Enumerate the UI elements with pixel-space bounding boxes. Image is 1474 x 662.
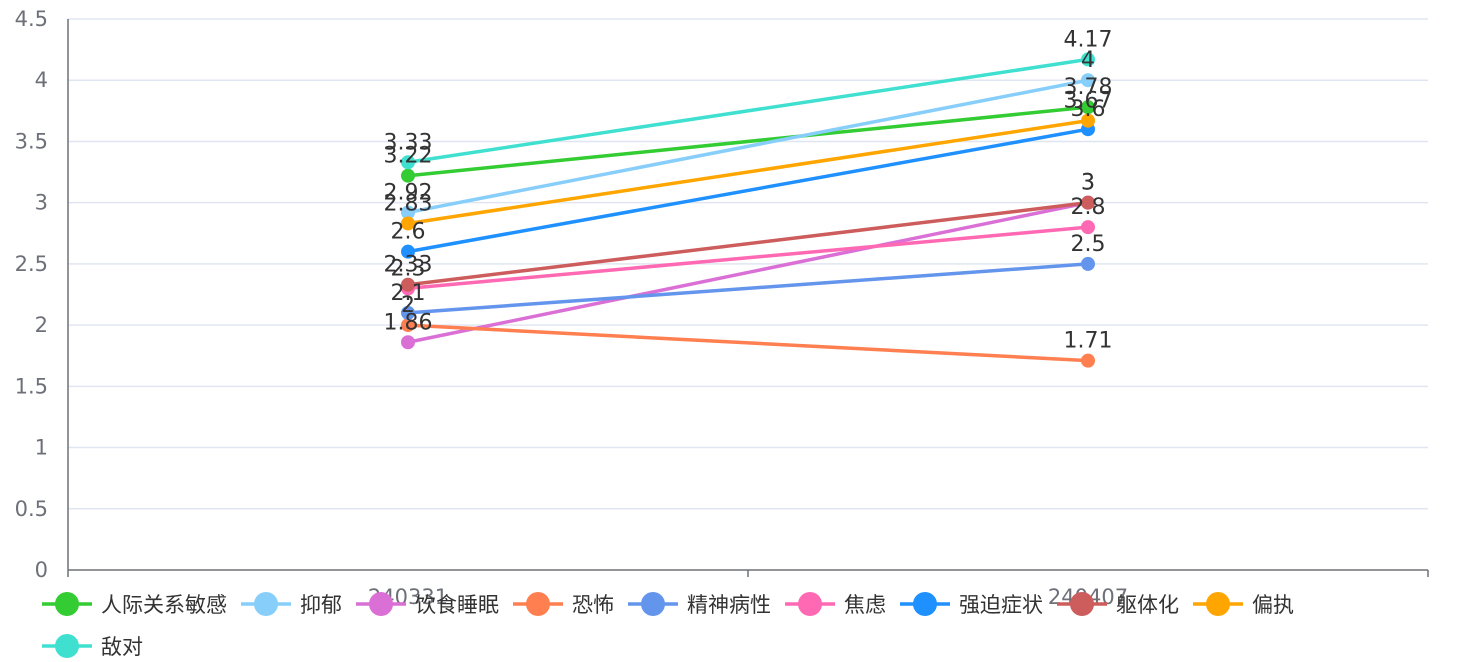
data-point[interactable]	[1081, 113, 1095, 128]
data-label: 3.33	[384, 130, 433, 155]
y-tick-label: 1	[35, 436, 48, 460]
legend-item[interactable]: 焦虑	[785, 592, 886, 617]
y-tick-label: 4.5	[15, 7, 48, 31]
legend-label: 强迫症状	[959, 593, 1043, 617]
data-point[interactable]	[401, 335, 415, 350]
legend-label: 躯体化	[1116, 593, 1179, 617]
data-point[interactable]	[1081, 52, 1095, 67]
y-tick-label: 2	[35, 313, 48, 337]
legend-item[interactable]: 躯体化	[1057, 592, 1179, 617]
data-label: 1.86	[384, 310, 433, 335]
legend-item[interactable]: 人际关系敏感	[42, 592, 227, 617]
legend-item[interactable]: 强迫症状	[900, 592, 1043, 617]
legend-label: 焦虑	[844, 593, 886, 617]
data-label: 3.6	[1071, 97, 1106, 122]
series-line	[407, 323, 1089, 363]
legend-item[interactable]: 偏执	[1193, 592, 1294, 617]
y-tick-label: 1.5	[15, 374, 48, 398]
data-label: 2.1	[391, 281, 426, 306]
data-label: 2	[401, 293, 415, 318]
legend-marker-icon	[55, 634, 79, 658]
data-label: 2.83	[384, 191, 433, 216]
data-label: 4	[1081, 48, 1095, 73]
legend-marker-icon	[641, 592, 665, 616]
series-line	[407, 105, 1089, 178]
y-tick-label: 4	[35, 68, 48, 92]
legend-item[interactable]: 饮食睡眠	[356, 592, 499, 617]
series-line	[407, 225, 1089, 291]
legend-marker-icon	[1070, 592, 1094, 616]
series-group	[401, 52, 1095, 368]
data-labels: 3.22 3.78 2.92 4 1.86 3 2 1.71 2.1 2.5 2.3 2.8 2.6 3.…	[384, 27, 1113, 353]
legend-item[interactable]: 抑郁	[241, 592, 342, 617]
data-label: 2.8	[1071, 195, 1106, 220]
data-point[interactable]	[1081, 353, 1095, 368]
legend-marker-icon	[526, 592, 550, 616]
y-tick-label: 3.5	[15, 129, 48, 153]
data-point[interactable]	[1081, 256, 1095, 271]
legend-marker-icon	[913, 592, 937, 616]
data-label: 3.22	[384, 144, 433, 169]
legend-label: 精神病性	[687, 593, 771, 617]
series-line	[407, 200, 1089, 287]
data-label: 3	[1081, 171, 1095, 196]
data-label: 2.5	[1071, 232, 1106, 257]
series-line	[407, 262, 1089, 315]
legend-label: 敌对	[101, 635, 143, 659]
series-line	[407, 127, 1089, 254]
y-tick-label: 3	[35, 191, 48, 215]
data-point[interactable]	[401, 155, 415, 170]
data-point[interactable]	[1081, 195, 1095, 210]
legend-item[interactable]: 敌对	[42, 634, 143, 659]
series-line	[407, 118, 1089, 226]
data-label: 3.78	[1064, 75, 1113, 100]
data-point[interactable]	[401, 305, 415, 320]
legend-marker-icon	[55, 592, 79, 616]
data-point[interactable]	[401, 216, 415, 231]
legend-label: 抑郁	[300, 593, 342, 617]
data-label: 2.3	[391, 256, 426, 281]
legend-label: 偏执	[1252, 593, 1294, 617]
y-tick-label: 0.5	[15, 497, 48, 521]
y-tick-label: 0	[35, 558, 48, 582]
legend-item[interactable]: 精神病性	[628, 592, 771, 617]
data-label: 3	[1081, 171, 1095, 196]
legend-marker-icon	[254, 592, 278, 616]
y-tick-label: 2.5	[15, 252, 48, 276]
legend-marker-icon	[1206, 592, 1230, 616]
legend-marker-icon	[369, 592, 393, 616]
data-point[interactable]	[1081, 73, 1095, 88]
legend-label: 人际关系敏感	[101, 593, 227, 617]
data-point[interactable]	[401, 277, 415, 292]
data-label: 4.17	[1064, 27, 1113, 52]
series-line	[407, 78, 1089, 215]
series-line	[407, 200, 1089, 344]
grid	[68, 18, 1428, 510]
legend-marker-icon	[798, 592, 822, 616]
legend-item[interactable]: 恐怖	[513, 592, 614, 617]
data-point[interactable]	[1081, 220, 1095, 235]
data-label: 2.6	[391, 220, 426, 245]
data-label: 2.33	[384, 253, 433, 278]
axes: 00.511.522.533.544.5240331240407	[15, 7, 1429, 609]
data-label: 2.92	[384, 180, 433, 205]
legend-label: 恐怖	[572, 593, 614, 617]
data-label: 3.67	[1064, 89, 1113, 114]
series-line	[407, 57, 1089, 164]
data-label: 1.71	[1064, 329, 1113, 354]
legend-label: 饮食睡眠	[415, 593, 499, 617]
data-point[interactable]	[401, 244, 415, 259]
